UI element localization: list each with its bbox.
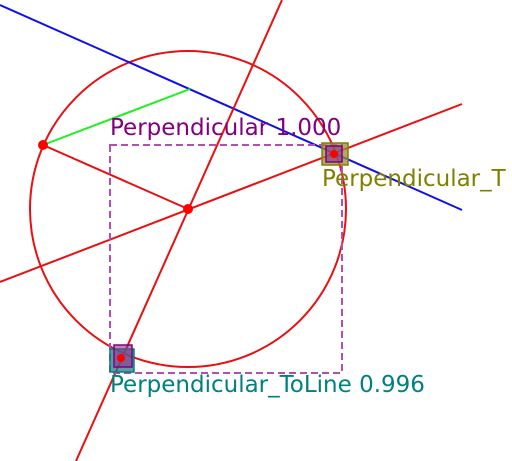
green-segment <box>42 88 191 146</box>
perpendicular-box <box>109 144 343 374</box>
label-perpendicular-truncated: Perpendicular_T <box>322 166 507 192</box>
point-center <box>183 204 193 214</box>
point-left <box>38 140 48 150</box>
main-circle <box>29 50 347 368</box>
red-line-steep <box>75 0 283 461</box>
perpendicular-marker-upper-right <box>321 142 349 166</box>
red-line-shallow <box>0 103 463 283</box>
red-segment-left-center <box>42 144 189 210</box>
label-perpendicular-to-line: Perpendicular_ToLine 0.996 <box>110 372 425 398</box>
perpendicular-marker-lower-left <box>109 344 135 373</box>
blue-line <box>0 4 463 211</box>
label-perpendicular: Perpendicular 1.000 <box>110 115 341 141</box>
